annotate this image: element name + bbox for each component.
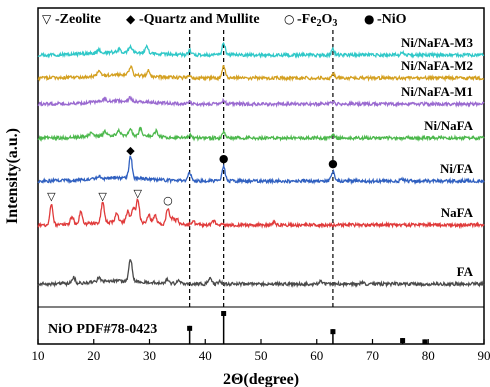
series-line-nafa <box>37 198 485 230</box>
legend-label-1: -Quartz and Mullite <box>139 12 260 27</box>
reference-peak-cap-3 <box>400 338 406 344</box>
legend-item-1: ◆ -Quartz and Mullite <box>126 12 260 27</box>
peak-marker-6: ● <box>328 157 338 170</box>
legend-label-2: -Fe2O3 <box>297 12 337 29</box>
legend-item-0: ▽ -Zeolite <box>42 12 101 27</box>
peak-marker-2: ▽ <box>134 187 143 200</box>
x-tick-label-10: 10 <box>32 348 45 363</box>
legend-item-3: ● -NiO <box>364 12 407 27</box>
reference-label: NiO PDF#78-0423 <box>48 322 157 337</box>
x-tick-label-40: 40 <box>199 348 212 363</box>
legend-symbol-0: ▽ <box>42 12 52 26</box>
reference-peaks <box>187 311 428 345</box>
x-axis-label: 2Θ(degree) <box>223 371 299 387</box>
x-tick-label-60: 60 <box>310 348 323 363</box>
series-lines <box>37 41 485 289</box>
x-ticks: 10 20 30 40 50 60 70 80 90 <box>32 339 490 363</box>
series-line-ni-nafa <box>37 126 485 142</box>
series-label-ni-fa: Ni/FA <box>440 161 474 176</box>
series-label-ni-nafa-m1: Ni/NaFA-M1 <box>401 84 473 99</box>
series-line-ni-nafa-m2 <box>37 64 485 83</box>
series-line-ni-fa <box>37 155 485 185</box>
peak-markers: ▽ ▽ ▽ ○ ◆ ● ● <box>47 144 338 207</box>
peak-marker-1: ▽ <box>98 190 107 203</box>
legend-label-0: -Zeolite <box>55 12 101 27</box>
reference-peak-cap-0 <box>187 325 193 331</box>
x-tick-label-30: 30 <box>143 348 156 363</box>
legend-symbol-1: ◆ <box>126 12 136 26</box>
x-tick-label-90: 90 <box>478 348 490 363</box>
legend-symbol-3: ● <box>364 12 374 26</box>
x-tick-label-80: 80 <box>422 348 435 363</box>
series-line-fa <box>37 259 485 289</box>
x-tick-label-50: 50 <box>255 348 268 363</box>
series-line-ni-nafa-m1 <box>37 95 485 108</box>
legend: ▽ -Zeolite ◆ -Quartz and Mullite ○ -Fe2O3 ● -Ni… <box>42 12 407 29</box>
reference-peak-cap-2 <box>330 329 336 335</box>
x-tick-label-70: 70 <box>366 348 379 363</box>
y-axis-label: Intensity(a.u.) <box>4 128 21 224</box>
series-label-nafa: NaFA <box>441 205 474 220</box>
series-label-ni-nafa-m2: Ni/NaFA-M2 <box>401 58 473 73</box>
series-labels: FA NaFA Ni/FA Ni/NaFA Ni/NaFA-M1 Ni/NaFA-M2 Ni… <box>401 35 474 279</box>
legend-label-3: -NiO <box>377 12 407 27</box>
peak-marker-4: ◆ <box>126 144 135 157</box>
series-label-fa: FA <box>457 264 474 279</box>
dashed-guides <box>189 30 334 307</box>
series-label-ni-nafa: Ni/NaFA <box>424 118 473 133</box>
series-line-ni-nafa-m3 <box>37 41 485 59</box>
series-label-ni-nafa-m3: Ni/NaFA-M3 <box>401 35 473 50</box>
x-tick-label-20: 20 <box>87 348 100 363</box>
reference-peak-cap-4 <box>422 339 428 345</box>
legend-item-2: ○ -Fe2O3 <box>284 12 337 29</box>
peak-marker-3: ○ <box>163 194 173 207</box>
peak-marker-0: ▽ <box>47 190 56 203</box>
reference-peak-cap-1 <box>221 311 227 316</box>
peak-marker-5: ● <box>219 152 229 165</box>
legend-symbol-2: ○ <box>284 12 294 26</box>
